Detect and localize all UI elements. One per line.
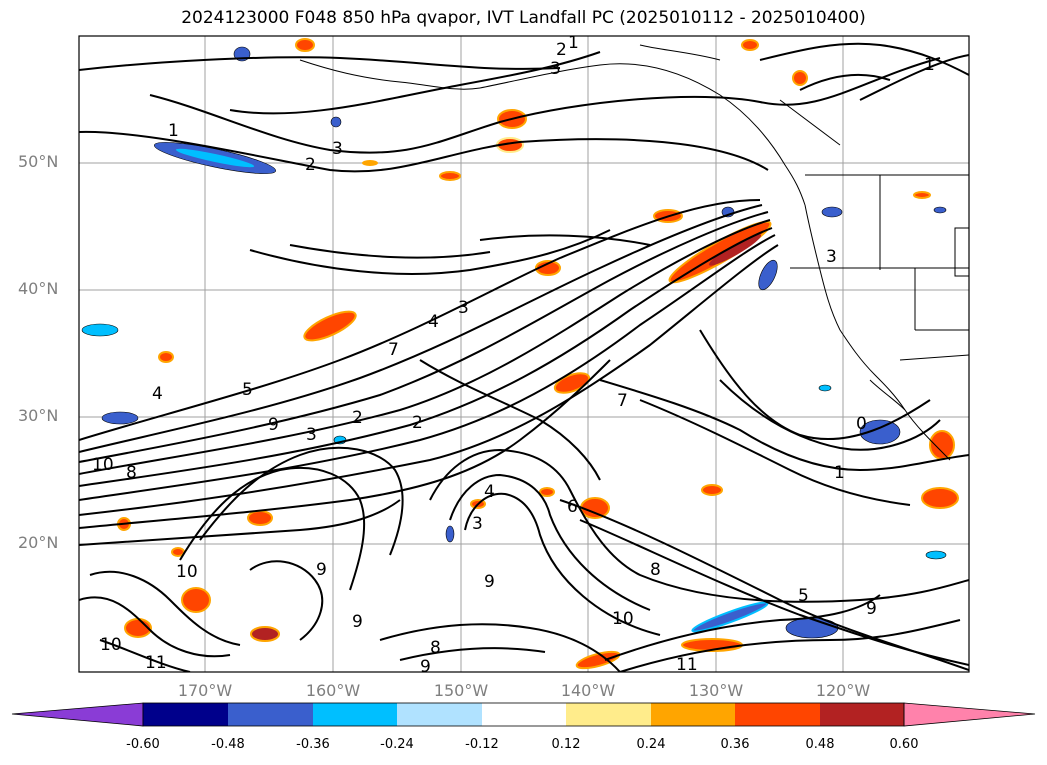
contour-label: 10 — [612, 609, 634, 629]
colorbar-tick-label: 0.24 — [636, 737, 666, 752]
contour-label: 10 — [92, 455, 114, 475]
contour-label: 2 — [556, 40, 567, 60]
contour-label: 1 — [168, 121, 179, 141]
contour-label: 11 — [676, 655, 698, 675]
orange-fill-patch — [741, 39, 759, 51]
contour-label: 4 — [428, 312, 439, 332]
contour-label: 5 — [798, 586, 809, 606]
blue-fill-patch — [758, 259, 778, 291]
contour-label: 9 — [268, 415, 279, 435]
contour-label: 3 — [472, 514, 483, 534]
contour-label: 7 — [388, 340, 399, 360]
blue-fill-patch — [785, 617, 839, 639]
map-title: 2024123000 F048 850 hPa qvapor, IVT Land… — [181, 8, 866, 28]
colorbar-tick-label: -0.36 — [296, 737, 330, 752]
lon-label: 170°W — [177, 681, 233, 700]
orange-fill-patch — [553, 372, 591, 394]
contour-label: 10 — [176, 562, 198, 582]
colorbar-tick-label: -0.60 — [126, 737, 160, 752]
contour-label: 2 — [412, 413, 423, 433]
map-frame — [78, 35, 970, 673]
colorbar-segment — [397, 703, 482, 726]
contour-label: 6 — [567, 497, 578, 517]
colorbar-segment — [820, 703, 904, 726]
orange-fill-patch — [792, 70, 808, 86]
colorbar-extend-high — [903, 702, 1036, 727]
contour-label: 9 — [316, 560, 327, 580]
colorbar-segment — [482, 703, 566, 726]
contour-label: 8 — [650, 560, 661, 580]
lat-label: 40°N — [18, 279, 59, 298]
blue-fill-patch — [691, 601, 769, 633]
colorbar-segment — [735, 703, 820, 726]
lon-label: 140°W — [560, 681, 616, 700]
lon-label: 130°W — [688, 681, 744, 700]
contour-label: 9 — [352, 612, 363, 632]
contour-label: 3 — [826, 247, 837, 267]
contour-label: 4 — [152, 384, 163, 404]
orange-fill-patch — [921, 487, 959, 509]
contour-label: 10 — [100, 635, 122, 655]
contour-label: 5 — [242, 380, 253, 400]
orange-fill-patch — [247, 510, 273, 526]
ivt-contours — [79, 42, 969, 672]
orange-fill-patch — [295, 38, 315, 52]
colorbar-segment — [313, 703, 397, 726]
gridlines — [79, 36, 969, 672]
contour-label: 1 — [834, 463, 845, 483]
lat-label: 30°N — [18, 406, 59, 425]
contour-label: 3 — [306, 425, 317, 445]
contour-label: 1 — [568, 33, 579, 53]
colorbar-extend-low — [11, 702, 144, 727]
colorbar-tick-label: 0.60 — [889, 737, 919, 752]
colorbar-frame — [142, 702, 905, 727]
lon-label: 160°W — [305, 681, 361, 700]
colorbar-tick-label: 0.48 — [805, 737, 835, 752]
lat-label: 50°N — [18, 152, 59, 171]
colorbar-tick-label: 0.12 — [551, 737, 581, 752]
contour-label: 1 — [924, 55, 935, 75]
contour-label: 4 — [484, 482, 495, 502]
lon-label: 150°W — [433, 681, 489, 700]
colorbar-tick-label: -0.24 — [380, 737, 414, 752]
contour-label: 3 — [550, 59, 561, 79]
colorbar-segment — [566, 703, 651, 726]
colorbar-segment — [143, 703, 228, 726]
contour-label: 2 — [352, 408, 363, 428]
contour-labels: 1 2 3 3 3 2 1 2 3 4 7 5 4 9 10 8 7 2 3 9… — [92, 33, 935, 677]
lat-label: 20°N — [18, 533, 59, 552]
contour-label: 11 — [145, 653, 167, 673]
colorbar-tick-label: -0.12 — [465, 737, 499, 752]
red-fill-patch — [250, 626, 280, 642]
orange-fill-patch — [580, 497, 610, 519]
orange-fill-patch — [303, 310, 357, 342]
contour-label: 2 — [305, 155, 316, 175]
contour-label: 3 — [332, 139, 343, 159]
contour-label: 8 — [126, 463, 137, 483]
colorbar-tick-label: -0.48 — [211, 737, 245, 752]
contour-label: 9 — [420, 657, 431, 677]
lon-label: 120°W — [815, 681, 871, 700]
orange-fill-patch — [929, 430, 955, 460]
contour-label: 8 — [430, 638, 441, 658]
coastlines — [299, 44, 969, 461]
orange-fill-patch — [535, 260, 561, 276]
colorbar — [11, 702, 1036, 727]
contour-label: 0 — [856, 414, 867, 434]
blue-fill-patch — [859, 419, 901, 445]
contour-label: 9 — [866, 599, 877, 619]
orange-fill-patch — [181, 587, 211, 613]
contour-label: 7 — [617, 391, 628, 411]
contour-label: 9 — [484, 572, 495, 592]
colorbar-tick-label: 0.36 — [720, 737, 750, 752]
contour-label: 3 — [458, 298, 469, 318]
colorbar-segment — [228, 703, 313, 726]
colorbar-segment — [651, 703, 735, 726]
